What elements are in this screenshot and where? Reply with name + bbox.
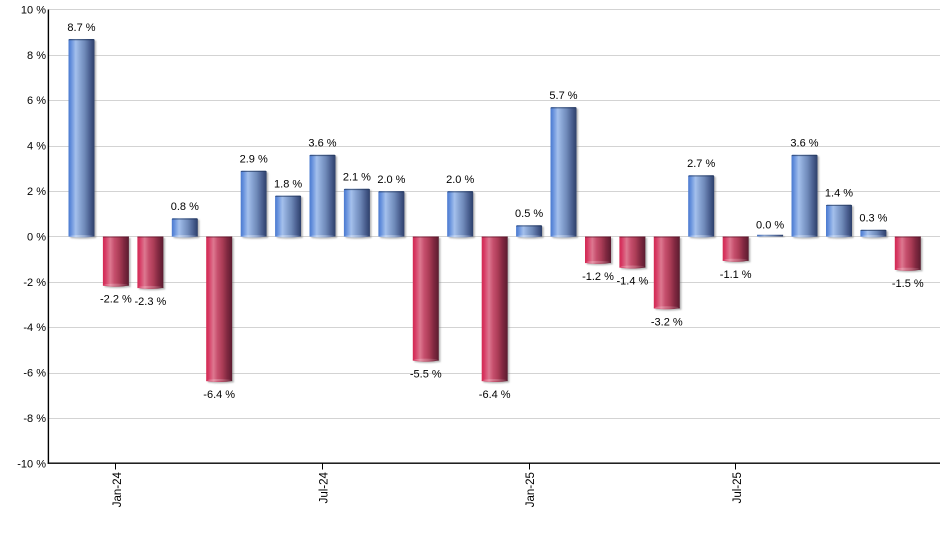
svg-text:-1.4 %: -1.4 % [617, 276, 649, 288]
svg-text:2.0 %: 2.0 % [377, 174, 405, 186]
svg-text:-2.3 %: -2.3 % [135, 296, 167, 308]
svg-text:Jan-25: Jan-25 [525, 472, 537, 507]
svg-text:-3.2 %: -3.2 % [651, 316, 683, 328]
svg-text:2.9 %: 2.9 % [240, 154, 268, 166]
svg-text:-6 %: -6 % [23, 368, 46, 380]
svg-text:Jul-24: Jul-24 [319, 472, 331, 504]
svg-text:0 %: 0 % [27, 231, 46, 243]
svg-text:Jan-24: Jan-24 [112, 472, 124, 508]
svg-text:-2.2 %: -2.2 % [100, 294, 132, 306]
svg-text:10 %: 10 % [21, 4, 46, 16]
svg-text:-1.5 %: -1.5 % [892, 278, 924, 290]
svg-text:8.7 %: 8.7 % [67, 22, 95, 34]
svg-text:2 %: 2 % [27, 186, 46, 198]
svg-text:-4 %: -4 % [23, 322, 46, 334]
svg-text:-1.2 %: -1.2 % [582, 271, 614, 283]
svg-text:6 %: 6 % [27, 95, 46, 107]
svg-text:8 %: 8 % [27, 50, 46, 62]
svg-text:0.3 %: 0.3 % [859, 213, 887, 225]
svg-text:0.5 %: 0.5 % [515, 208, 543, 220]
svg-text:-5.5 %: -5.5 % [410, 369, 442, 381]
svg-text:-8 %: -8 % [23, 413, 46, 425]
svg-text:3.6 %: 3.6 % [308, 138, 336, 150]
svg-text:-6.4 %: -6.4 % [203, 389, 235, 401]
svg-text:0.8 %: 0.8 % [171, 201, 199, 213]
svg-text:-6.4 %: -6.4 % [479, 389, 511, 401]
svg-text:2.1 %: 2.1 % [343, 172, 371, 184]
svg-text:4 %: 4 % [27, 141, 46, 153]
svg-text:Jul-25: Jul-25 [732, 472, 744, 503]
svg-text:-2 %: -2 % [23, 277, 46, 289]
svg-text:5.7 %: 5.7 % [549, 90, 577, 102]
svg-text:1.4 %: 1.4 % [825, 188, 853, 200]
svg-text:0.0 %: 0.0 % [756, 219, 784, 231]
svg-text:1.8 %: 1.8 % [274, 178, 302, 190]
svg-text:2.7 %: 2.7 % [687, 158, 715, 170]
svg-text:-10 %: -10 % [17, 458, 46, 470]
svg-text:-1.1 %: -1.1 % [720, 269, 752, 281]
svg-text:3.6 %: 3.6 % [790, 138, 818, 150]
svg-text:2.0 %: 2.0 % [446, 174, 474, 186]
